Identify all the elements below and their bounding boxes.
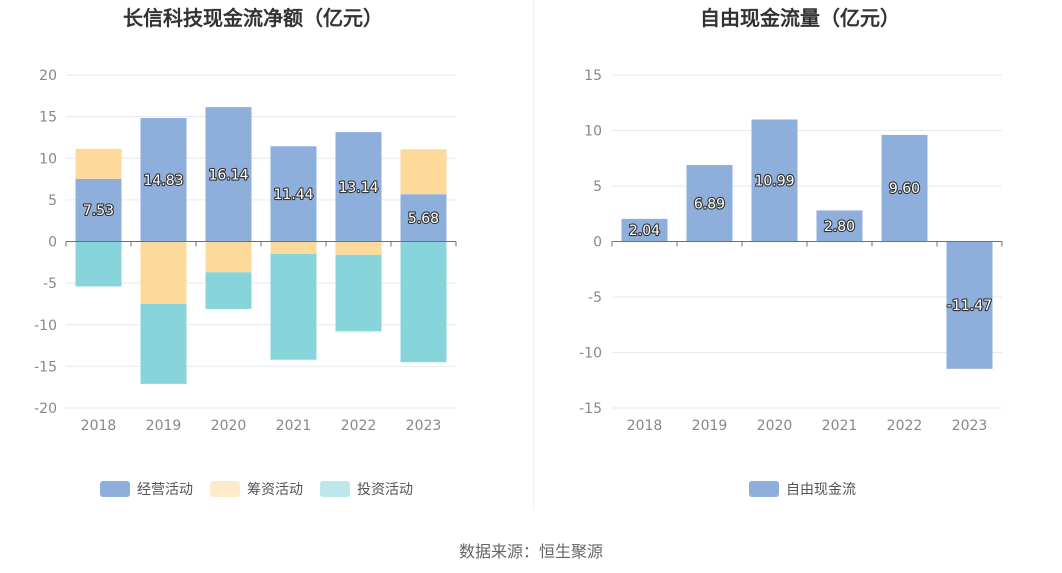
data-label: 16.14 — [208, 167, 248, 183]
data-label: 10.99 — [754, 174, 794, 190]
legend-label[interactable]: 投资活动 — [357, 482, 413, 498]
data-source-note: 数据来源：恒生聚源 — [458, 542, 603, 561]
y-tick-label: -15 — [579, 401, 602, 417]
legend-swatch[interactable] — [210, 481, 240, 497]
bar-经营活动-2023 — [400, 194, 447, 242]
x-tick-label: 2019 — [692, 418, 728, 434]
bar-筹资活动-2021 — [270, 241, 317, 254]
x-tick-label: 2018 — [81, 418, 117, 434]
y-tick-label: 10 — [39, 151, 57, 167]
x-tick-label: 2021 — [276, 418, 312, 434]
bar-经营活动-2020 — [205, 107, 252, 242]
x-tick-label: 2023 — [952, 418, 988, 434]
data-label: 6.89 — [694, 196, 725, 212]
bar-经营活动-2018 — [75, 178, 122, 242]
bar-筹资活动-2020 — [205, 241, 252, 273]
x-tick-label: 2020 — [211, 418, 247, 434]
net-cash-flow-chart: 长信科技现金流净额（亿元） 20 15 10 5 0 -5 -10 -15 -20 2018 201… — [34, 6, 457, 498]
panel-divider — [533, 0, 534, 510]
bar-投资活动-2019 — [140, 303, 187, 384]
bar-筹资活动-2018 — [75, 148, 122, 179]
y-tick-label: 0 — [593, 235, 602, 251]
bar-自由现金流-2022 — [881, 134, 928, 242]
y-tick-label: 15 — [39, 110, 57, 126]
y-tick-label: -10 — [34, 318, 57, 334]
data-label: 14.83 — [143, 173, 183, 189]
bar-经营活动-2021 — [270, 146, 317, 242]
data-label: -11.47 — [947, 298, 992, 314]
bar-自由现金流-2023 — [946, 241, 993, 369]
data-label: 2.80 — [824, 219, 855, 235]
data-label: 9.60 — [889, 181, 920, 197]
y-tick-label: 15 — [584, 68, 602, 84]
y-tick-label: 0 — [48, 235, 57, 251]
y-tick-label: 5 — [593, 179, 602, 195]
bar-自由现金流-2021 — [816, 210, 863, 242]
bar-投资活动-2023 — [400, 241, 447, 363]
bar-经营活动-2019 — [140, 118, 187, 242]
y-tick-label: 5 — [48, 193, 57, 209]
x-tick-label: 2018 — [627, 418, 663, 434]
bar-经营活动-2022 — [335, 132, 382, 242]
y-tick-label: -20 — [34, 401, 57, 417]
legend-label[interactable]: 自由现金流 — [786, 482, 856, 498]
x-tick-label: 2023 — [406, 418, 442, 434]
x-tick-label: 2022 — [887, 418, 923, 434]
bar-自由现金流-2018 — [621, 218, 668, 242]
bar-筹资活动-2023 — [400, 149, 447, 195]
y-tick-label: 20 — [39, 68, 57, 84]
x-tick-label: 2019 — [146, 418, 182, 434]
bar-投资活动-2020 — [205, 272, 252, 309]
data-label: 2.04 — [629, 223, 660, 239]
bar-自由现金流-2020 — [751, 119, 798, 242]
free-cash-flow-chart: 自由现金流量（亿元） 15 10 5 0 -5 -10 -15 2018 2019 2020 202… — [579, 6, 1003, 498]
x-tick-label: 2021 — [822, 418, 858, 434]
bar-投资活动-2022 — [335, 254, 382, 332]
bar-自由现金流-2019 — [686, 165, 733, 242]
bar-筹资活动-2019 — [140, 241, 187, 304]
y-tick-label: -5 — [588, 290, 602, 306]
data-label: 5.68 — [408, 211, 439, 227]
legend-swatch[interactable] — [100, 481, 130, 497]
y-tick-label: -5 — [43, 276, 57, 292]
legend-label[interactable]: 筹资活动 — [247, 481, 303, 498]
legend-swatch[interactable] — [749, 481, 779, 497]
y-tick-label: -15 — [34, 359, 57, 375]
bar-筹资活动-2022 — [335, 241, 382, 255]
y-tick-label: 10 — [584, 124, 602, 140]
x-tick-label: 2020 — [757, 418, 793, 434]
data-label: 11.44 — [273, 187, 313, 203]
bar-投资活动-2021 — [270, 253, 317, 360]
legend-swatch[interactable] — [320, 481, 350, 497]
y-tick-label: -10 — [579, 346, 602, 362]
x-tick-label: 2022 — [341, 418, 377, 434]
chart-title-free-cash-flow: 自由现金流量（亿元） — [700, 6, 900, 30]
legend-label[interactable]: 经营活动 — [137, 482, 193, 498]
chart-title-net-cash-flow: 长信科技现金流净额（亿元） — [123, 6, 383, 30]
data-label: 7.53 — [83, 203, 114, 219]
data-label: 13.14 — [338, 180, 378, 196]
bar-投资活动-2018 — [75, 241, 122, 287]
